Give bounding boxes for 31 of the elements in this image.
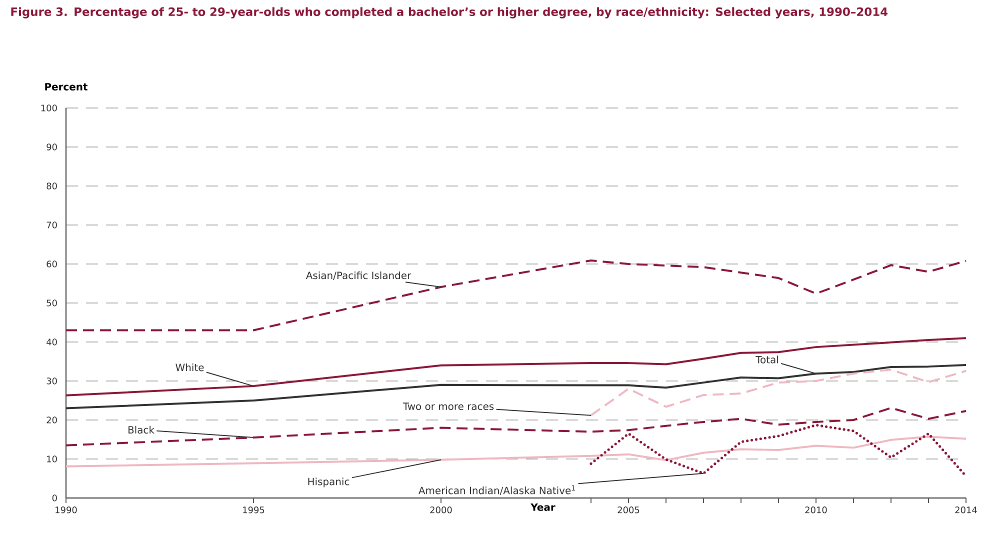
series-label: Hispanic (308, 478, 350, 488)
y-tick-label: 60 (46, 260, 57, 268)
line-series (65, 364, 968, 410)
series-label: Asian/Pacific Islander (306, 271, 412, 280)
x-tick-label: 2014 (955, 506, 977, 514)
text: Two or more races (402, 402, 494, 410)
line-series (590, 368, 968, 416)
x-tick-label: 2005 (618, 506, 640, 514)
y-tick-label: 10 (47, 456, 57, 462)
y-axis-title: Percent (45, 83, 88, 90)
x-tick-label: 2010 (805, 506, 827, 514)
line-series (65, 436, 968, 468)
line-series (65, 259, 968, 332)
text: American Indian/Alaska Native$^{1}$ (418, 485, 575, 496)
x-tick-label: 1995 (243, 506, 264, 514)
y-tick-label: 50 (46, 300, 57, 306)
chart-title: Figure 3. Percentage of 25- to 29-year-olds who completed a bachelor’s or higher degree, by race/ethnicity: Selected years, 1990–2014 (11, 7, 888, 18)
y-tick-label: 30 (46, 378, 57, 384)
series-label: White (176, 363, 204, 372)
x-axis-title: Year (530, 504, 556, 511)
y-tick-label: 40 (46, 338, 57, 346)
series-label: Total (756, 356, 778, 364)
y-tick-label: 20 (46, 416, 57, 424)
x-tick-label: 1990 (56, 506, 77, 514)
series-label: Black (128, 426, 154, 434)
y-tick-label: 80 (46, 182, 57, 190)
y-tick-label: 90 (46, 144, 57, 150)
x-tick-label: 2000 (430, 506, 452, 514)
y-tick-label: 100 (41, 104, 57, 112)
y-tick-label: 0 (52, 494, 57, 502)
y-tick-label: 70 (46, 222, 57, 228)
